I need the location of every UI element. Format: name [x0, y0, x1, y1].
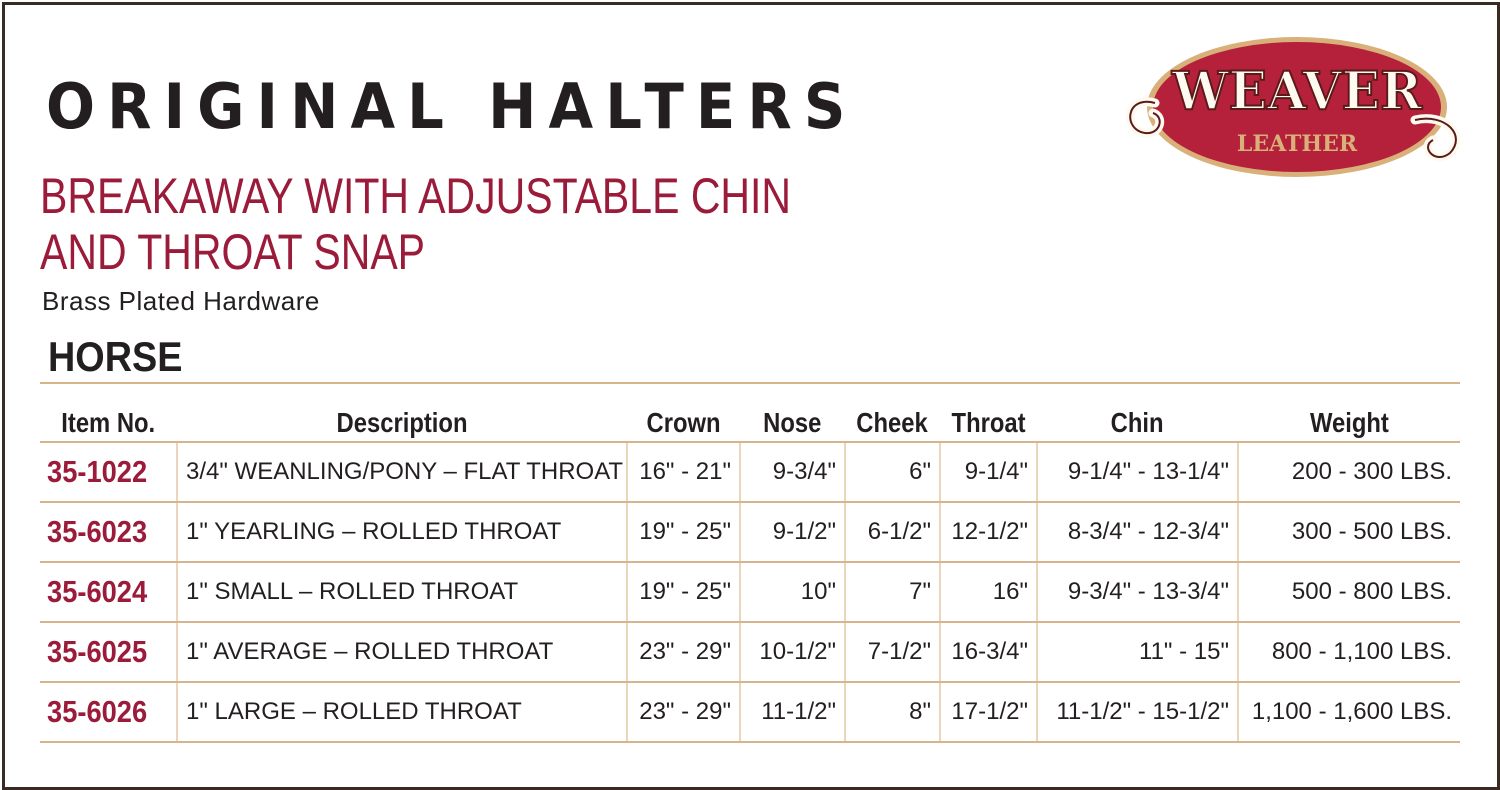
- cell-weight: 800 - 1,100 LBS.: [1237, 622, 1460, 683]
- cell-chin: 9-1/4" - 13-1/4": [1036, 442, 1238, 503]
- cell-description: 1" LARGE – ROLLED THROAT: [176, 682, 627, 743]
- cell-weight: 1,100 - 1,600 LBS.: [1237, 682, 1460, 743]
- item-number: 35-6024: [47, 574, 148, 609]
- cell-cheek: 6-1/2": [844, 502, 940, 563]
- header-weight: Weight: [1238, 405, 1460, 443]
- section-divider: [40, 382, 1460, 384]
- cell-cheek: 7": [844, 562, 940, 623]
- cell-throat: 16-3/4": [939, 622, 1037, 683]
- table-header-row: Item No. Description Crown Nose Cheek Th…: [40, 405, 1460, 443]
- cell-throat: 9-1/4": [939, 442, 1037, 503]
- cell-item-no: 35-6025: [40, 622, 177, 683]
- logo-subtext: LEATHER: [1237, 131, 1358, 157]
- cell-description: 1" AVERAGE – ROLLED THROAT: [176, 622, 627, 683]
- cell-description: 1" SMALL – ROLLED THROAT: [176, 562, 627, 623]
- cell-weight: 300 - 500 LBS.: [1237, 502, 1460, 563]
- cell-crown: 23" - 29": [626, 682, 740, 743]
- table-row: 35-6024 1" SMALL – ROLLED THROAT 19" - 25"…: [40, 562, 1460, 623]
- cell-item-no: 35-6026: [40, 682, 177, 743]
- cell-item-no: 35-1022: [40, 442, 177, 503]
- table-row: 35-6025 1" AVERAGE – ROLLED THROAT 23" - 2…: [40, 622, 1460, 683]
- subtitle-line-1: BREAKAWAY WITH ADJUSTABLE CHIN: [40, 168, 792, 224]
- subtitle-line-2: AND THROAT SNAP: [40, 224, 426, 280]
- header-crown: Crown: [627, 405, 740, 443]
- cell-cheek: 8": [844, 682, 940, 743]
- cell-nose: 10": [739, 562, 845, 623]
- item-number: 35-6025: [47, 634, 148, 669]
- cell-item-no: 35-6024: [40, 562, 177, 623]
- cell-nose: 9-3/4": [739, 442, 845, 503]
- table-row: 35-6023 1" YEARLING – ROLLED THROAT 19" - …: [40, 502, 1460, 563]
- header-description: Description: [177, 405, 627, 443]
- header-nose: Nose: [740, 405, 845, 443]
- cell-crown: 23" - 29": [626, 622, 740, 683]
- cell-description: 1" YEARLING – ROLLED THROAT: [176, 502, 627, 563]
- cell-chin: 8-3/4" - 12-3/4": [1036, 502, 1238, 563]
- weaver-leather-logo: WEAVER LEATHER: [1125, 37, 1461, 177]
- cell-throat: 16": [939, 562, 1037, 623]
- cell-chin: 11" - 15": [1036, 622, 1238, 683]
- cell-weight: 200 - 300 LBS.: [1237, 442, 1460, 503]
- cell-chin: 9-3/4" - 13-3/4": [1036, 562, 1238, 623]
- header-cheek: Cheek: [845, 405, 940, 443]
- cell-nose: 11-1/2": [739, 682, 845, 743]
- cell-crown: 16" - 21": [626, 442, 740, 503]
- cell-nose: 9-1/2": [739, 502, 845, 563]
- header-item-no: Item No.: [40, 405, 177, 443]
- cell-description: 3/4" WEANLING/PONY – FLAT THROAT: [176, 442, 627, 503]
- cell-cheek: 7-1/2": [844, 622, 940, 683]
- cell-cheek: 6": [844, 442, 940, 503]
- item-number: 35-6023: [47, 514, 148, 549]
- cell-weight: 500 - 800 LBS.: [1237, 562, 1460, 623]
- cell-throat: 17-1/2": [939, 682, 1037, 743]
- product-subtitle: BREAKAWAY WITH ADJUSTABLE CHIN AND THROA…: [40, 168, 791, 280]
- table-row: 35-1022 3/4" WEANLING/PONY – FLAT THROAT 1…: [40, 442, 1460, 503]
- item-number: 35-1022: [47, 454, 148, 489]
- hardware-note: Brass Plated Hardware: [42, 286, 320, 316]
- page-title: ORIGINAL HALTERS: [46, 70, 858, 143]
- cell-crown: 19" - 25": [626, 562, 740, 623]
- size-chart-table: Item No. Description Crown Nose Cheek Th…: [40, 405, 1460, 743]
- table-row: 35-6026 1" LARGE – ROLLED THROAT 23" - 29"…: [40, 682, 1460, 743]
- cell-chin: 11-1/2" - 15-1/2": [1036, 682, 1238, 743]
- cell-item-no: 35-6023: [40, 502, 177, 563]
- cell-nose: 10-1/2": [739, 622, 845, 683]
- cell-throat: 12-1/2": [939, 502, 1037, 563]
- item-number: 35-6026: [47, 694, 148, 729]
- header-chin: Chin: [1037, 405, 1238, 443]
- logo-wordmark: WEAVER: [1171, 61, 1423, 122]
- header-throat: Throat: [940, 405, 1037, 443]
- cell-crown: 19" - 25": [626, 502, 740, 563]
- section-heading: HORSE: [48, 333, 183, 380]
